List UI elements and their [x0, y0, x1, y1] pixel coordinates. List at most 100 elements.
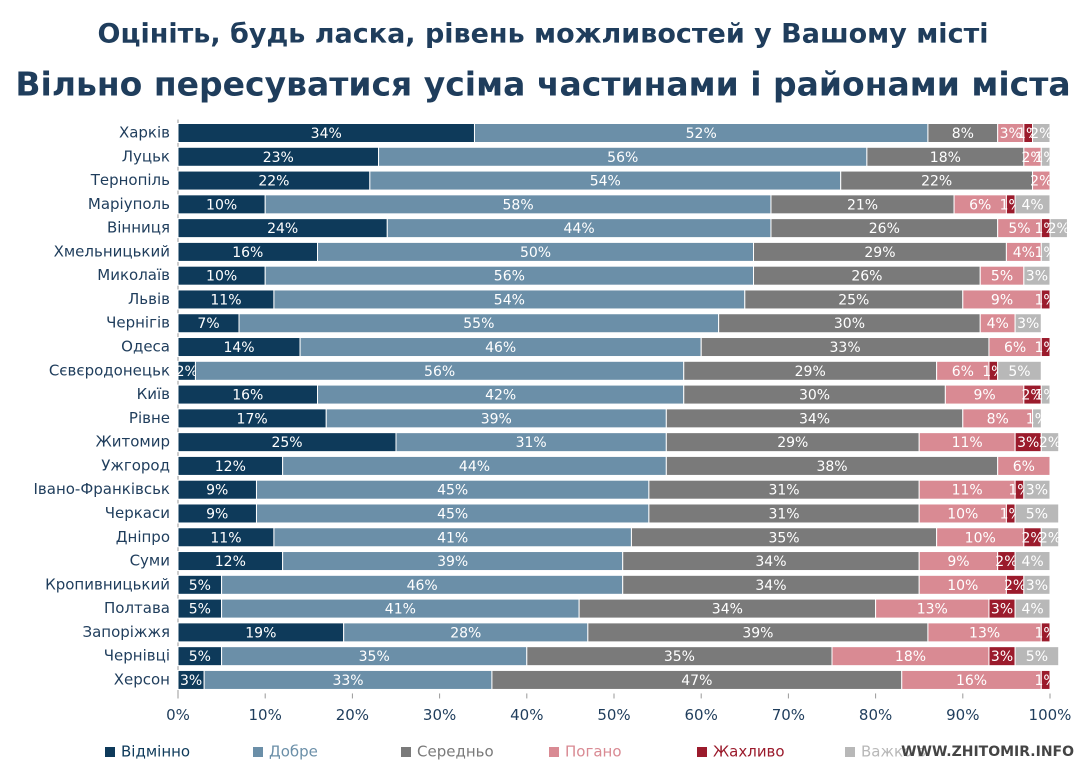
legend-label: Добре: [269, 743, 318, 761]
y-tick-label: Миколаїв: [97, 266, 170, 284]
data-label: 47%: [681, 673, 712, 689]
bar-segment: [1049, 218, 1068, 239]
data-label: 5%: [1026, 649, 1048, 665]
legend-swatch: [549, 747, 559, 757]
data-label: 34%: [311, 126, 342, 142]
data-label: 1%: [1035, 625, 1057, 641]
data-label: 5%: [1008, 364, 1030, 380]
y-tick-label: Одеса: [121, 338, 170, 356]
data-label: 1%: [1026, 411, 1048, 427]
legend-label: Жахливо: [713, 743, 785, 761]
y-tick-label: Луцьк: [122, 147, 170, 165]
y-tick-label: Запоріжжя: [82, 623, 170, 641]
data-label: 3%: [1026, 578, 1048, 594]
bar-segment: [1014, 646, 1060, 667]
data-label: 46%: [485, 340, 516, 356]
bar-segment: [1023, 479, 1051, 500]
bar-segment: [1014, 503, 1060, 524]
data-label: 11%: [210, 530, 241, 546]
data-label: 4%: [1021, 554, 1043, 570]
data-label: 14%: [223, 340, 254, 356]
bar-segment: [1014, 194, 1051, 215]
data-label: 30%: [799, 388, 830, 404]
data-label: 3%: [1026, 483, 1048, 499]
data-label: 22%: [921, 174, 952, 190]
data-label: 8%: [952, 126, 974, 142]
chart-title: Оцініть, будь ласка, рівень можливостей …: [98, 19, 989, 50]
data-label: 30%: [834, 316, 865, 332]
bar-segment: [997, 455, 1051, 476]
x-tick-label: 70%: [772, 706, 805, 724]
data-label: 55%: [463, 316, 494, 332]
data-label: 1%: [1035, 292, 1057, 308]
y-tick-label: Київ: [137, 385, 170, 403]
data-label: 22%: [258, 174, 289, 190]
data-label: 5%: [189, 578, 211, 594]
data-label: 5%: [991, 269, 1013, 285]
data-label: 31%: [516, 435, 547, 451]
x-tick-label: 40%: [510, 706, 543, 724]
data-label: 10%: [965, 530, 996, 546]
data-label: 9%: [973, 388, 995, 404]
data-label: 11%: [210, 292, 241, 308]
y-tick-label: Херсон: [114, 670, 170, 688]
x-tick-label: 30%: [423, 706, 456, 724]
data-label: 54%: [494, 292, 525, 308]
data-label: 11%: [952, 483, 983, 499]
bar-segment: [1014, 598, 1051, 619]
y-tick-label: Рівне: [129, 409, 170, 427]
data-label: 56%: [607, 150, 638, 166]
x-tick-label: 60%: [685, 706, 718, 724]
data-label: 34%: [799, 411, 830, 427]
data-label: 34%: [755, 578, 786, 594]
y-tick-label: Дніпро: [116, 528, 170, 546]
y-tick-label: Чернівці: [104, 647, 170, 665]
data-label: 5%: [1026, 506, 1048, 522]
data-label: 29%: [777, 435, 808, 451]
data-label: 35%: [768, 530, 799, 546]
data-label: 2%: [1039, 435, 1061, 451]
data-label: 2%: [1021, 150, 1043, 166]
y-tick-label: Львів: [128, 290, 170, 308]
data-label: 44%: [564, 221, 595, 237]
bar-segment: [1040, 669, 1051, 690]
data-label: 9%: [206, 483, 228, 499]
data-label: 39%: [481, 411, 512, 427]
data-label: 2%: [995, 554, 1017, 570]
legend-label: Відмінно: [121, 743, 190, 761]
data-label: 31%: [768, 483, 799, 499]
watermark-bg: [925, 740, 1075, 764]
y-tick-label: Житомир: [96, 433, 170, 451]
legend-swatch: [105, 747, 115, 757]
bar-segment: [1040, 622, 1051, 643]
bar-segment: [1040, 146, 1051, 167]
y-tick-label: Харків: [119, 124, 170, 142]
data-label: 3%: [1017, 435, 1039, 451]
legend-swatch: [697, 747, 707, 757]
data-label: 33%: [830, 340, 861, 356]
bar-segment: [1040, 337, 1051, 358]
data-label: 3%: [991, 602, 1013, 618]
data-label: 10%: [947, 578, 978, 594]
data-label: 1%: [1035, 340, 1057, 356]
data-label: 44%: [459, 459, 490, 475]
data-label: 6%: [952, 364, 974, 380]
data-label: 42%: [485, 388, 516, 404]
data-label: 56%: [494, 269, 525, 285]
data-label: 2%: [1048, 221, 1070, 237]
data-label: 3%: [180, 673, 202, 689]
data-label: 21%: [847, 197, 878, 213]
data-label: 24%: [267, 221, 298, 237]
data-label: 18%: [930, 150, 961, 166]
x-tick-label: 50%: [597, 706, 630, 724]
data-label: 2%: [1004, 578, 1026, 594]
x-tick-label: 20%: [336, 706, 369, 724]
data-label: 4%: [1013, 245, 1035, 261]
data-label: 9%: [206, 506, 228, 522]
bar-segment: [1040, 241, 1051, 262]
data-label: 33%: [332, 673, 363, 689]
bar-segment: [1040, 432, 1060, 453]
data-label: 2%: [1039, 530, 1061, 546]
data-label: 2%: [1021, 388, 1043, 404]
data-label: 10%: [947, 506, 978, 522]
